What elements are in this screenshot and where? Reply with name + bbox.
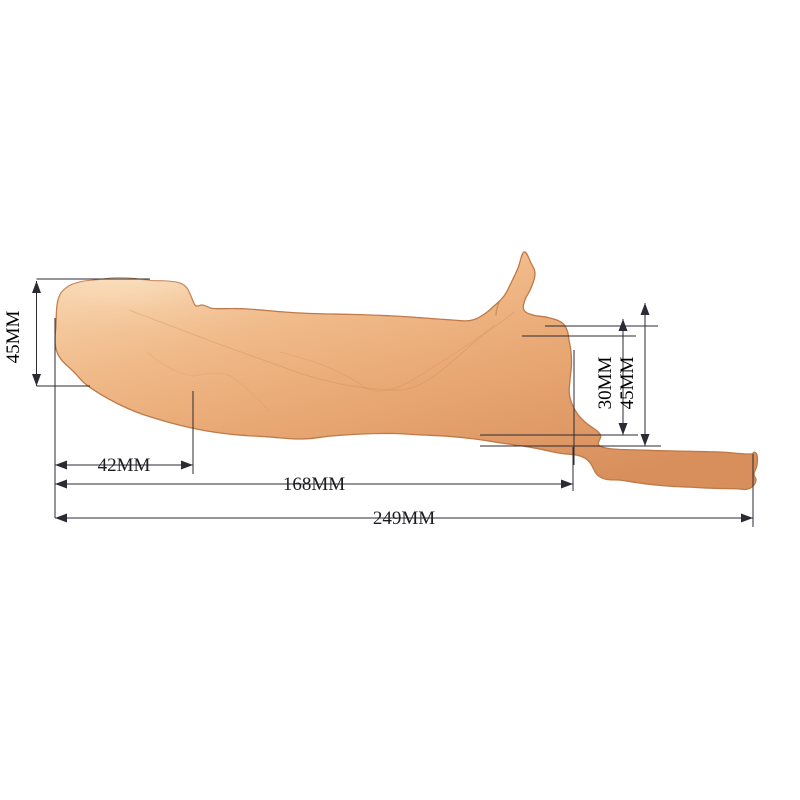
svg-text:42MM: 42MM	[98, 455, 151, 476]
svg-text:168MM: 168MM	[283, 474, 345, 495]
svg-text:30MM: 30MM	[595, 357, 616, 410]
svg-text:45MM: 45MM	[617, 357, 638, 410]
svg-text:249MM: 249MM	[373, 508, 435, 529]
svg-text:45MM: 45MM	[3, 311, 24, 364]
